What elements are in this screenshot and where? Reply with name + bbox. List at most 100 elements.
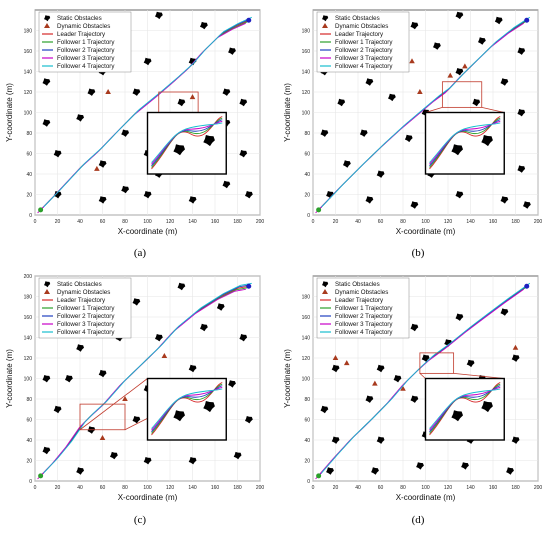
start-marker bbox=[316, 473, 322, 479]
legend-label: Static Obstacles bbox=[57, 281, 102, 288]
y-tick-label: 100 bbox=[24, 377, 33, 383]
y-tick-label: 160 bbox=[24, 49, 33, 55]
x-tick-label: 140 bbox=[466, 485, 475, 491]
x-tick-label: 80 bbox=[122, 485, 128, 491]
static-obstacle bbox=[455, 191, 464, 199]
legend-label: Follower 2 Trajectory bbox=[335, 313, 393, 320]
x-tick-label: 160 bbox=[489, 485, 498, 491]
legend-label: Follower 1 Trajectory bbox=[335, 305, 393, 312]
inset-box bbox=[146, 111, 227, 175]
legend-label: Follower 1 Trajectory bbox=[57, 39, 115, 46]
x-tick-label: 120 bbox=[166, 219, 175, 225]
legend-swatch bbox=[44, 289, 50, 294]
inset-frame bbox=[424, 111, 505, 175]
static-obstacle bbox=[98, 196, 107, 204]
goal-marker bbox=[524, 283, 530, 289]
goal-marker bbox=[524, 17, 530, 23]
y-tick-label: 180 bbox=[302, 295, 311, 301]
chart-b: 0 20 40 60 80 100 120 140 160 180 200 0 20 40 60 80 100 1… bbox=[283, 9, 542, 236]
static-obstacle bbox=[455, 313, 464, 321]
y-tick-label: 80 bbox=[304, 131, 310, 137]
legend-label: Follower 2 Trajectory bbox=[57, 313, 115, 320]
static-obstacle bbox=[132, 88, 141, 96]
x-tick-label: 120 bbox=[166, 485, 175, 491]
static-obstacle bbox=[500, 308, 509, 316]
x-tick-label: 100 bbox=[143, 219, 152, 225]
static-obstacle bbox=[466, 359, 475, 368]
zoom-arrow bbox=[419, 373, 426, 379]
zoom-region bbox=[441, 81, 483, 108]
static-obstacle bbox=[42, 119, 51, 127]
legend-swatch bbox=[322, 281, 329, 288]
static-obstacle bbox=[455, 11, 464, 20]
static-obstacle bbox=[188, 457, 197, 465]
static-obstacle bbox=[42, 375, 51, 383]
legend-label: Follower 4 Trajectory bbox=[335, 63, 393, 70]
x-tick-label: 200 bbox=[256, 485, 265, 491]
x-tick-label: 20 bbox=[333, 219, 339, 225]
legend-label: Follower 1 Trajectory bbox=[57, 305, 115, 312]
static-obstacle bbox=[410, 21, 419, 30]
x-tick-label: 20 bbox=[55, 219, 61, 225]
legend-swatch bbox=[322, 289, 328, 294]
x-tick-label: 20 bbox=[333, 485, 339, 491]
static-obstacle bbox=[517, 109, 526, 117]
legend-box bbox=[38, 277, 132, 339]
y-tick-label: 120 bbox=[24, 90, 33, 96]
inset-frame bbox=[424, 377, 505, 441]
static-obstacle bbox=[388, 93, 396, 102]
static-obstacle bbox=[143, 457, 152, 465]
y-tick-label: 80 bbox=[26, 131, 32, 137]
dynamic-obstacle bbox=[372, 380, 378, 386]
legend-label: Leader Trajectory bbox=[57, 31, 106, 38]
static-obstacle bbox=[200, 323, 208, 332]
inset-box bbox=[424, 377, 505, 441]
y-axis-label: Y-coordinate (m) bbox=[5, 83, 14, 142]
y-tick-label: 160 bbox=[302, 49, 311, 55]
start-marker bbox=[316, 207, 322, 213]
x-tick-label: 40 bbox=[77, 485, 83, 491]
legend-swatch bbox=[322, 23, 328, 28]
x-tick-label: 200 bbox=[256, 219, 265, 225]
x-tick-label: 160 bbox=[211, 485, 220, 491]
static-obstacle bbox=[76, 114, 84, 122]
x-tick-label: 140 bbox=[466, 219, 475, 225]
y-tick-label: 0 bbox=[307, 479, 310, 485]
follower-4-trajectory-inset bbox=[151, 388, 223, 429]
y-tick-label: 120 bbox=[24, 356, 33, 362]
x-tick-label: 160 bbox=[211, 219, 220, 225]
static-obstacle-inset bbox=[173, 410, 185, 422]
legend-label: Follower 3 Trajectory bbox=[335, 321, 393, 328]
inset-box bbox=[146, 377, 227, 441]
static-obstacle-inset bbox=[451, 144, 463, 156]
dynamic-obstacle bbox=[122, 396, 128, 401]
y-tick-label: 40 bbox=[304, 438, 310, 444]
y-tick-label: 160 bbox=[24, 315, 33, 321]
goal-marker bbox=[246, 283, 252, 289]
static-obstacle bbox=[53, 191, 62, 199]
static-obstacle bbox=[188, 57, 197, 66]
legend-label: Dynamic Obstacles bbox=[57, 23, 110, 30]
static-obstacle bbox=[478, 37, 486, 45]
legend-label: Leader Trajectory bbox=[57, 297, 106, 304]
panel-d: 0 20 40 60 80 100 120 140 160 180 200 0 20 40 60 80 100 1… bbox=[278, 266, 548, 511]
static-obstacle bbox=[410, 323, 419, 332]
dynamic-obstacle bbox=[417, 89, 423, 94]
static-obstacle bbox=[326, 191, 334, 199]
x-tick-label: 100 bbox=[421, 485, 430, 491]
follower-4-trajectory-inset bbox=[429, 388, 501, 429]
static-obstacle bbox=[245, 416, 253, 424]
x-tick-label: 60 bbox=[378, 219, 384, 225]
static-obstacle bbox=[121, 129, 129, 137]
static-obstacle bbox=[523, 201, 531, 209]
static-obstacle bbox=[376, 364, 385, 373]
zoom-arrow bbox=[453, 372, 505, 379]
static-obstacle-inset bbox=[203, 135, 215, 147]
y-axis-label: Y-coordinate (m) bbox=[283, 349, 292, 408]
x-axis-label: X-coordinate (m) bbox=[118, 227, 178, 236]
legend-box bbox=[38, 11, 132, 73]
y-tick-label: 0 bbox=[29, 479, 32, 485]
start-marker bbox=[38, 473, 44, 479]
legend-label: Dynamic Obstacles bbox=[335, 23, 388, 30]
